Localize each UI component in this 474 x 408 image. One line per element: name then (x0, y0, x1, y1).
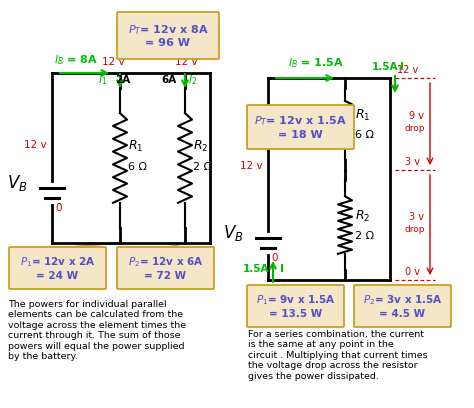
Text: 2A: 2A (115, 75, 130, 85)
Text: 12 v: 12 v (397, 65, 418, 75)
Text: $V_B$: $V_B$ (223, 223, 244, 243)
Text: $I_2$: $I_2$ (188, 73, 198, 87)
Text: 0: 0 (271, 253, 277, 263)
Text: I: I (400, 62, 404, 72)
Text: $I_B$ = 8A: $I_B$ = 8A (54, 53, 98, 67)
Text: 2 Ω: 2 Ω (193, 162, 212, 172)
Text: $P_2$= 12v x 6A
= 72 W: $P_2$= 12v x 6A = 72 W (128, 255, 203, 281)
Text: 3 v: 3 v (405, 157, 420, 167)
Text: drop: drop (405, 225, 426, 234)
FancyBboxPatch shape (9, 247, 106, 289)
FancyBboxPatch shape (117, 12, 219, 59)
Text: 9 v: 9 v (409, 111, 424, 121)
Text: 0: 0 (271, 287, 277, 297)
Text: 1.5A: 1.5A (243, 264, 270, 274)
Text: $P_1$= 12v x 2A
= 24 W: $P_1$= 12v x 2A = 24 W (19, 255, 95, 281)
Text: 6 Ω: 6 Ω (128, 162, 147, 172)
Text: 12 v: 12 v (102, 57, 125, 67)
FancyBboxPatch shape (117, 247, 214, 289)
Text: The powers for individual parallel
elements can be calculated from the
voltage a: The powers for individual parallel eleme… (8, 300, 186, 361)
Text: $I_B$ = 1.5A: $I_B$ = 1.5A (288, 56, 344, 70)
Text: 1.5A: 1.5A (372, 62, 399, 72)
Text: 0: 0 (55, 203, 62, 213)
Text: I: I (280, 264, 284, 274)
Text: $I_1$: $I_1$ (98, 73, 108, 87)
Text: $P_2$= 3v x 1.5A
= 4.5 W: $P_2$= 3v x 1.5A = 4.5 W (363, 293, 442, 319)
Text: For a series combination, the current
is the same at any point in the
circuit . : For a series combination, the current is… (248, 330, 428, 381)
Text: $P_1$= 9v x 1.5A
= 13.5 W: $P_1$= 9v x 1.5A = 13.5 W (255, 293, 336, 319)
Text: 6 Ω: 6 Ω (355, 130, 374, 140)
FancyBboxPatch shape (354, 285, 451, 327)
Text: $R_1$: $R_1$ (355, 108, 370, 123)
Text: $P_T$= 12v x 1.5A
= 18 W: $P_T$= 12v x 1.5A = 18 W (254, 114, 347, 140)
Text: $R_1$: $R_1$ (128, 139, 144, 154)
Text: $R_2$: $R_2$ (193, 139, 208, 154)
Text: 2 Ω: 2 Ω (355, 231, 374, 241)
FancyBboxPatch shape (247, 285, 344, 327)
FancyBboxPatch shape (247, 105, 354, 149)
Text: drop: drop (405, 124, 426, 133)
Text: 0 v: 0 v (405, 267, 420, 277)
Text: 3 v: 3 v (409, 212, 424, 222)
Text: $R_2$: $R_2$ (355, 209, 370, 224)
Text: 12 v: 12 v (175, 57, 198, 67)
Text: 6A: 6A (161, 75, 176, 85)
Text: 12 v: 12 v (24, 140, 46, 150)
Text: 12 v: 12 v (240, 161, 263, 171)
Text: $P_T$= 12v x 8A
= 96 W: $P_T$= 12v x 8A = 96 W (128, 23, 209, 48)
Text: $V_B$: $V_B$ (7, 173, 27, 193)
Text: 0: 0 (47, 250, 54, 260)
